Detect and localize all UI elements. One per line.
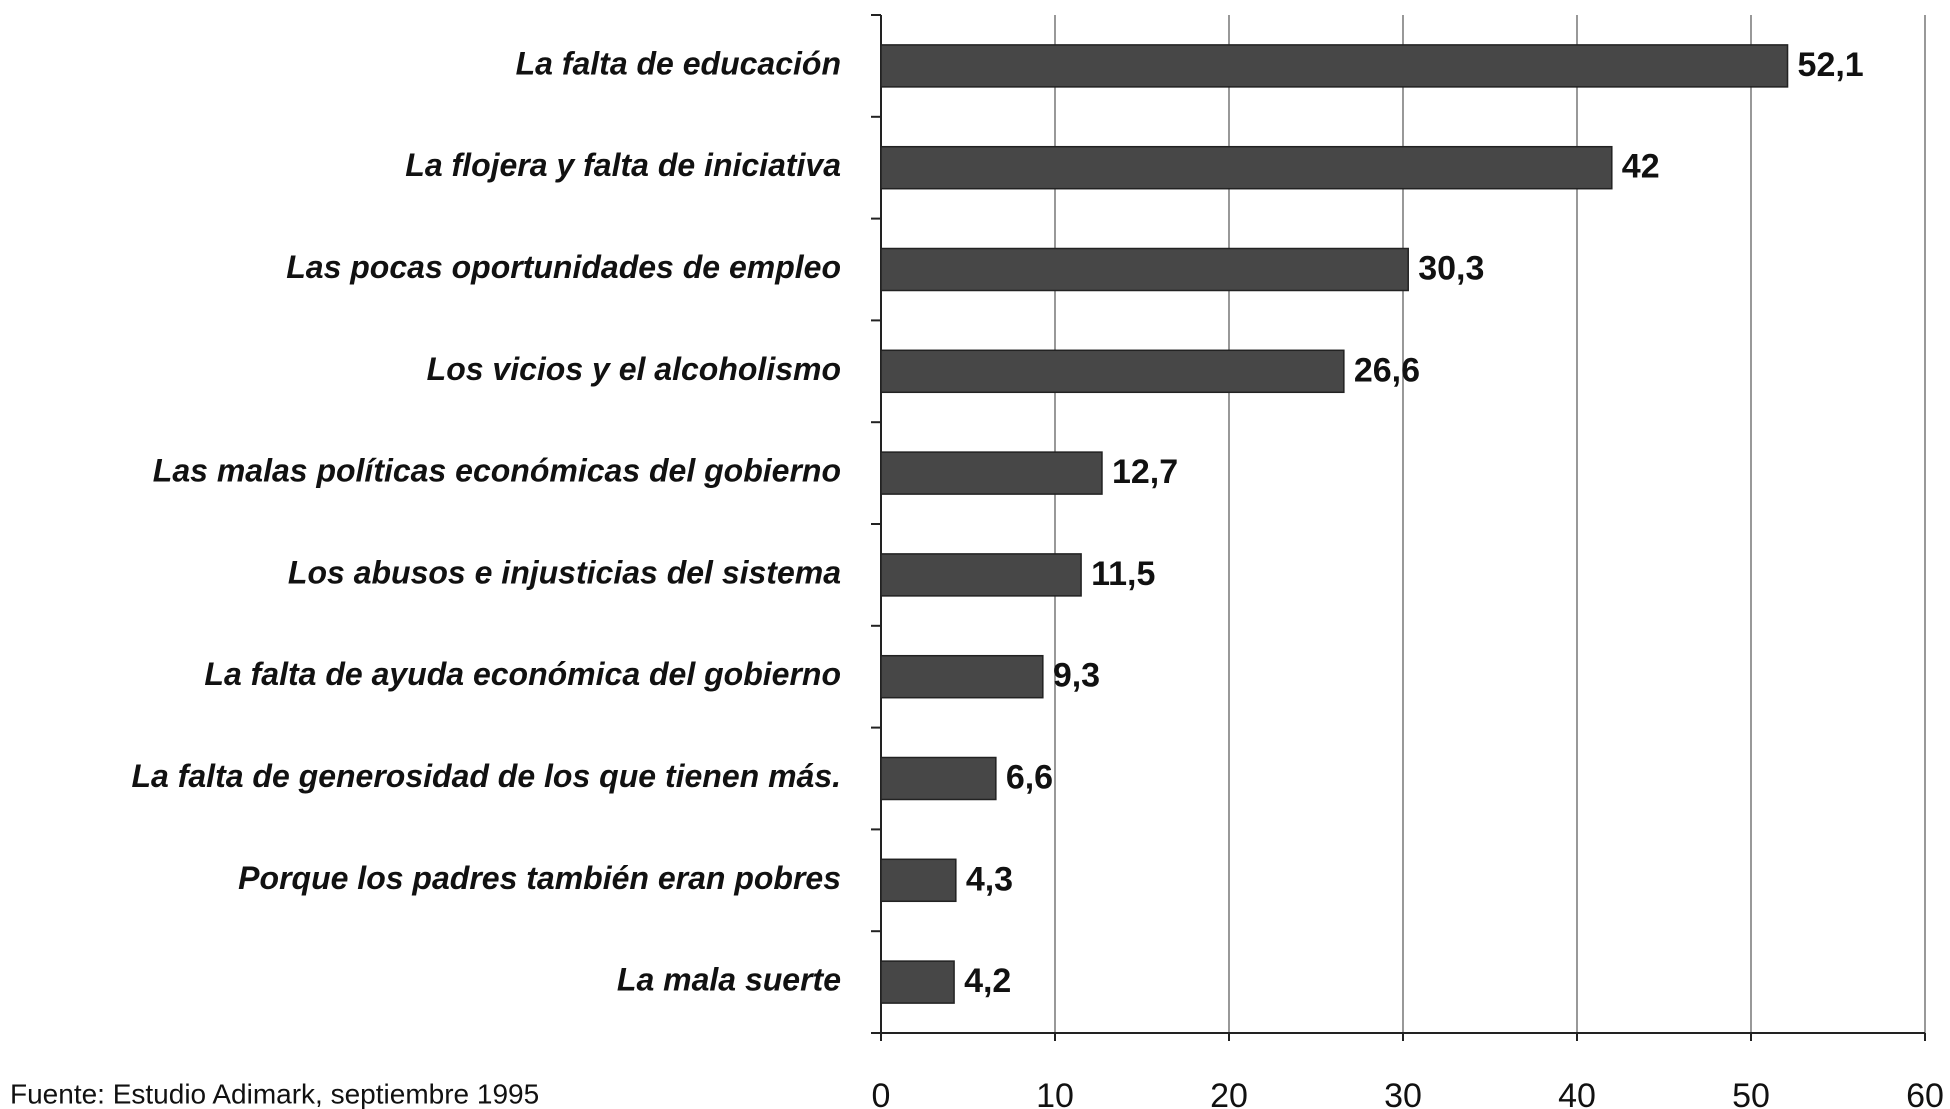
- x-tick-label: 30: [1384, 1077, 1422, 1109]
- x-tick-label: 50: [1732, 1077, 1770, 1109]
- bar: [880, 349, 1345, 394]
- y-tick-label: Los abusos e injusticias del sistema: [288, 554, 841, 590]
- value-label: 42: [1622, 148, 1660, 186]
- value-label: 26,6: [1354, 351, 1420, 389]
- y-tick-label: La flojera y falta de iniciativa: [405, 147, 841, 183]
- y-tick-label: La falta de educación: [516, 45, 841, 81]
- x-tick-label: 40: [1558, 1077, 1596, 1109]
- value-label: 4,3: [966, 860, 1013, 898]
- value-label: 52,1: [1798, 46, 1864, 84]
- y-tick-label: La falta de generosidad de los que tiene…: [131, 758, 841, 794]
- y-tick-label: La mala suerte: [617, 962, 841, 998]
- bar: [880, 145, 1613, 190]
- bar: [880, 553, 1082, 597]
- value-label: 12,7: [1112, 453, 1178, 491]
- bar: [880, 451, 1103, 495]
- x-tick-label: 10: [1036, 1077, 1074, 1109]
- value-label: 30,3: [1418, 249, 1484, 287]
- y-tick-label: Porque los padres también eran pobres: [238, 860, 841, 896]
- value-label: 6,6: [1006, 758, 1053, 796]
- x-tick-label: 20: [1210, 1077, 1248, 1109]
- x-tick-label: 0: [872, 1077, 891, 1109]
- bar: [880, 756, 997, 801]
- y-tick-label: Las malas políticas económicas del gobie…: [153, 453, 841, 489]
- bar: [880, 247, 1409, 292]
- bar: [880, 858, 957, 903]
- y-tick-label: La falta de ayuda económica del gobierno: [204, 656, 841, 692]
- bar: [880, 44, 1789, 88]
- y-tick-label: Las pocas oportunidades de empleo: [286, 249, 841, 285]
- value-label: 4,2: [964, 962, 1011, 1000]
- value-label: 9,3: [1053, 657, 1100, 695]
- x-tick-label: 60: [1906, 1077, 1944, 1109]
- source-note: Fuente: Estudio Adimark, septiembre 1995: [10, 1078, 539, 1109]
- value-label: 11,5: [1091, 555, 1155, 593]
- bar: [880, 654, 1044, 699]
- y-tick-label: Los vicios y el alcoholismo: [427, 351, 841, 387]
- bar: [880, 960, 955, 1004]
